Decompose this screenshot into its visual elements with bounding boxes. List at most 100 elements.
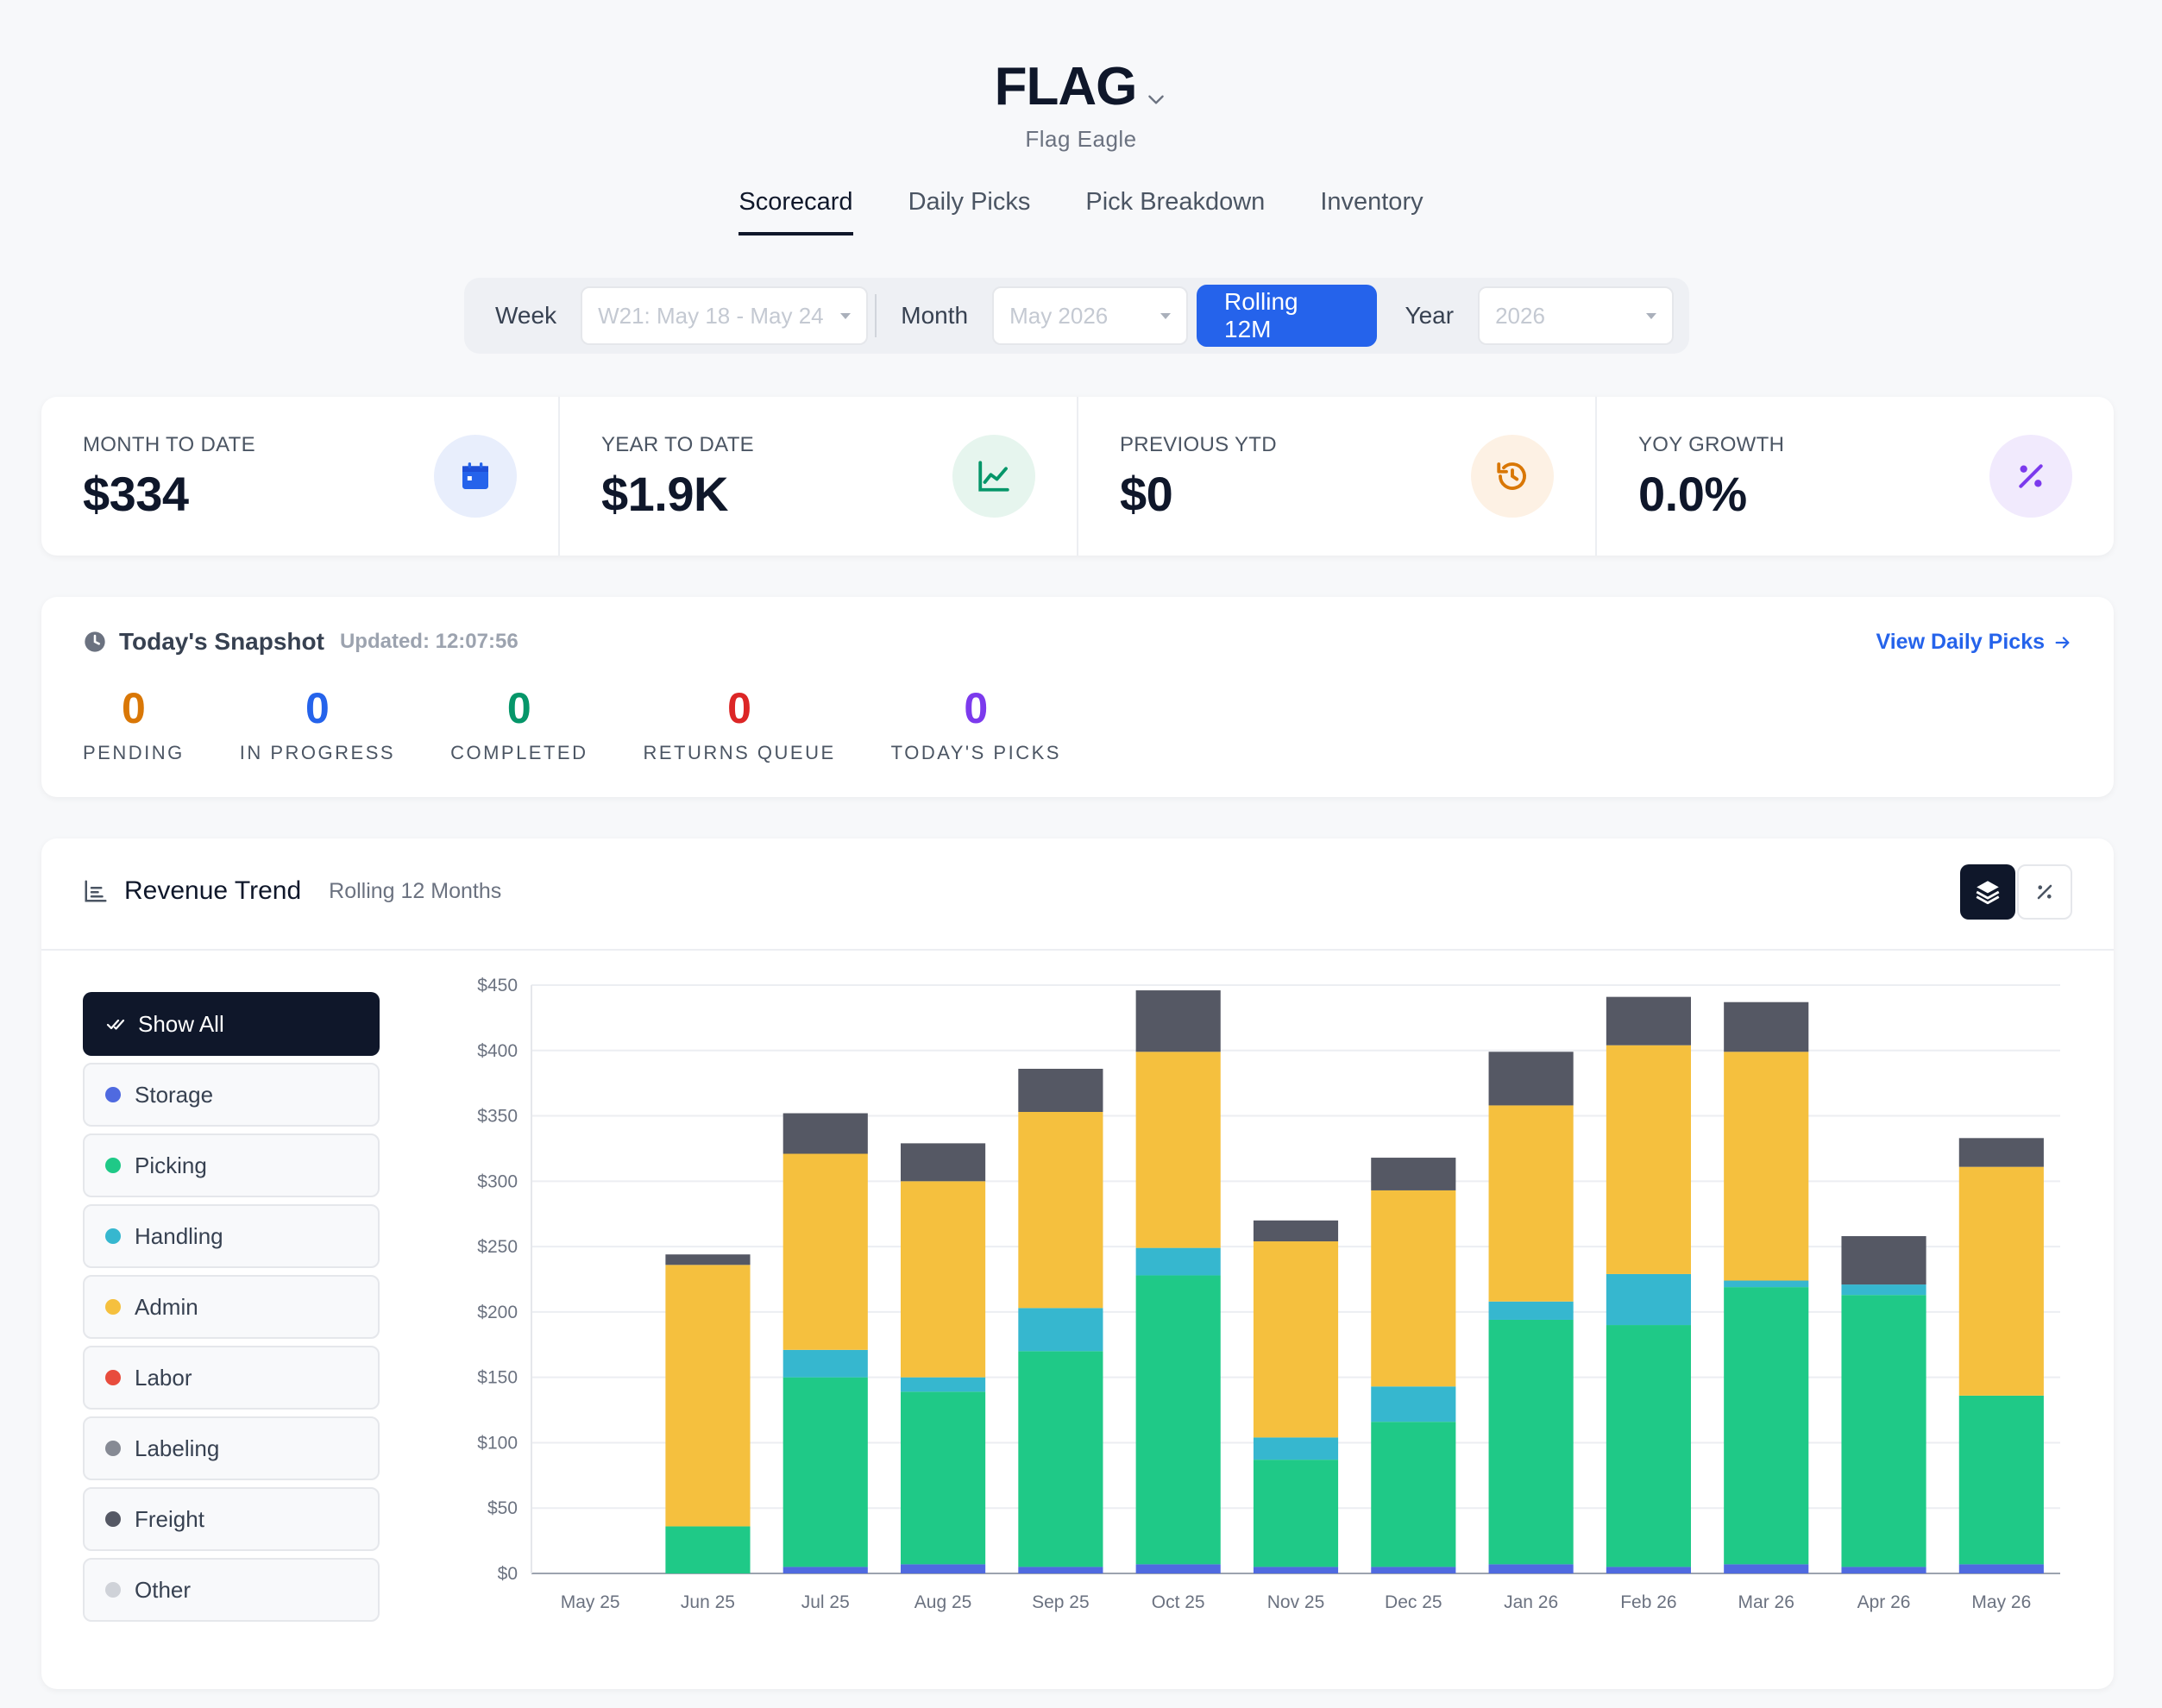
bar-segment-admin [1958,1166,2044,1396]
legend-item-admin[interactable]: Admin [83,1275,380,1339]
bar-segment-admin [1253,1241,1339,1438]
y-tick-label: $150 [477,1368,518,1388]
x-tick-label: Jan 26 [1504,1592,1558,1612]
rolling-12m-button[interactable]: Rolling 12M [1197,285,1378,347]
revenue-trend-card: Revenue Trend Rolling 12 Months Show All… [41,838,2114,1689]
bar-segment-storage [782,1567,868,1573]
snapshot-header: Today's Snapshot Updated: 12:07:56 [83,628,519,656]
bar-segment-picking [1841,1295,1926,1567]
y-tick-label: $450 [477,976,518,995]
month-label: Month [901,302,969,329]
view-daily-picks-link[interactable]: View Daily Picks [1876,630,2073,655]
kpi-year-to-date: YEAR TO DATE $1.9K [558,397,1077,556]
snapshot-updated: Updated: 12:07:56 [339,630,519,653]
metric-value: 0 [121,684,146,732]
metric-label: IN PROGRESS [239,742,396,763]
bar-segment-handling [1841,1284,1926,1296]
kpi-label: MONTH TO DATE [83,433,255,456]
x-tick-label: Feb 26 [1620,1592,1676,1612]
legend-item-picking[interactable]: Picking [83,1133,380,1197]
legend-dot [105,1158,121,1173]
x-tick-label: May 26 [1971,1592,2031,1612]
legend-item-other[interactable]: Other [83,1558,380,1622]
bar-segment-freight [901,1143,986,1182]
bar-segment-admin [1724,1052,1809,1281]
bar-segment-picking [1371,1422,1456,1567]
metric-label: COMPLETED [450,742,588,763]
show-all-label: Show All [138,1010,224,1037]
kpi-strip: MONTH TO DATE $334 YEAR TO DATE $1.9K PR… [41,397,2114,556]
legend-dot [105,1228,121,1244]
bar-segment-storage [1018,1567,1103,1573]
week-select[interactable]: W21: May 18 - May 24 [581,286,869,345]
bar-segment-picking [901,1391,986,1565]
bar-segment-freight [1135,990,1221,1052]
bar-segment-admin [1606,1045,1691,1274]
show-all-button[interactable]: Show All [83,992,380,1056]
kpi-label: YEAR TO DATE [601,433,754,456]
bar-segment-picking [1958,1395,2044,1565]
stacked-view-toggle[interactable] [1960,864,2015,920]
bar-segment-freight [665,1254,751,1265]
legend-dot [105,1511,121,1527]
percent-view-toggle[interactable] [2017,864,2072,920]
tab-inventory[interactable]: Inventory [1320,188,1424,216]
bar-segment-picking [1606,1325,1691,1567]
legend-label: Handling [135,1222,223,1249]
legend-item-storage[interactable]: Storage [83,1063,380,1127]
legend-dot [105,1087,121,1102]
metric-value: 0 [727,684,751,732]
bar-segment-handling [1018,1308,1103,1352]
legend-item-labor[interactable]: Labor [83,1346,380,1410]
bar-segment-freight [1018,1068,1103,1113]
bar-segment-storage [1488,1564,1574,1573]
y-tick-label: $300 [477,1171,518,1191]
legend-label: Other [135,1576,192,1603]
view-daily-picks-label: View Daily Picks [1876,630,2046,654]
legend-item-freight[interactable]: Freight [83,1487,380,1551]
x-tick-label: Oct 25 [1152,1592,1205,1612]
legend-label: Freight [135,1505,204,1532]
year-select[interactable]: 2026 [1478,286,1674,345]
tab-daily-picks[interactable]: Daily Picks [908,188,1031,216]
y-tick-label: $0 [498,1564,518,1584]
month-select[interactable]: May 2026 [992,286,1189,345]
bar-segment-handling [1253,1437,1339,1460]
page-subtitle: Flag Eagle [1025,126,1137,152]
x-tick-label: Sep 25 [1032,1592,1090,1612]
bar-segment-handling [1135,1247,1221,1276]
week-label: Week [495,302,557,329]
percent-icon [2037,884,2052,900]
layers-icon [1976,881,2000,905]
bar-segment-handling [1371,1386,1456,1422]
x-tick-label: Apr 26 [1857,1592,1911,1612]
metric-completed: 0 COMPLETED [450,687,588,764]
year-select-value: 2026 [1495,302,1545,329]
check-all-icon [106,1019,125,1030]
bar-segment-storage [1135,1564,1221,1573]
y-tick-label: $250 [477,1237,518,1257]
legend-label: Admin [135,1293,198,1320]
kpi-value: 0.0% [1638,467,1747,521]
account-selector[interactable]: FLAG [995,60,1168,114]
revenue-title: Revenue Trend [124,876,302,905]
bar-segment-freight [1958,1138,2044,1167]
bar-segment-admin [1488,1105,1574,1302]
month-select-value: May 2026 [1009,302,1109,329]
bar-segment-picking [1724,1287,1809,1565]
bar-segment-storage [1724,1564,1809,1573]
x-tick-label: Jun 25 [681,1592,735,1612]
tab-scorecard[interactable]: Scorecard [738,183,853,235]
bar-segment-storage [901,1564,986,1573]
year-label: Year [1405,302,1455,329]
kpi-value: $1.9K [601,467,728,521]
bar-segment-admin [901,1181,986,1378]
legend-item-labeling[interactable]: Labeling [83,1416,380,1480]
x-tick-label: Jul 25 [801,1592,850,1612]
bar-segment-admin [782,1153,868,1350]
bar-segment-picking [1488,1319,1574,1565]
tab-pick-breakdown[interactable]: Pick Breakdown [1085,188,1266,216]
legend-label: Labor [135,1364,192,1391]
caret-down-icon [1160,312,1172,319]
legend-item-handling[interactable]: Handling [83,1204,380,1268]
